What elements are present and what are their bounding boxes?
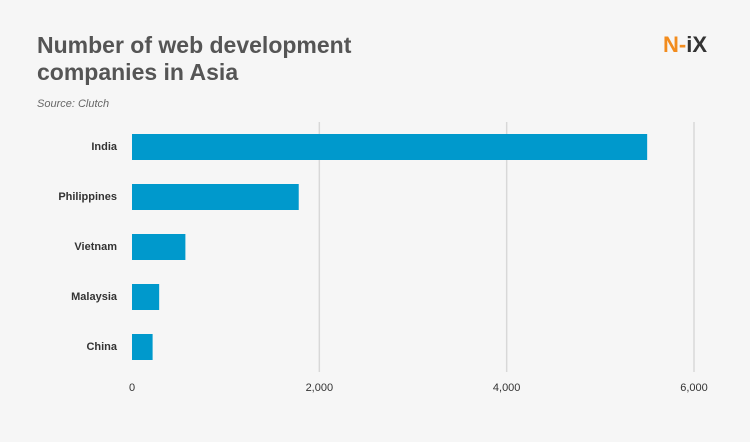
logo: N-iX	[663, 32, 707, 58]
y-tick-label: India	[91, 141, 118, 153]
x-tick-label: 4,000	[493, 382, 521, 394]
y-tick-label: Vietnam	[74, 241, 117, 253]
bar	[132, 134, 648, 160]
bar	[132, 184, 299, 210]
y-tick-label: Philippines	[58, 191, 117, 203]
logo-accent: N-	[663, 32, 687, 57]
source: Source: Clutch	[37, 98, 110, 110]
x-tick-label: 2,000	[306, 382, 334, 394]
y-tick-label: Malaysia	[71, 291, 118, 303]
x-tick-label: 0	[129, 382, 135, 394]
logo-rest: iX	[686, 32, 708, 57]
y-tick-label: China	[86, 341, 117, 353]
chart-title: Number of web development companies in A…	[37, 32, 352, 85]
x-tick-label: 6,000	[680, 382, 708, 394]
bar	[132, 234, 186, 260]
bar	[132, 284, 160, 310]
bar	[132, 334, 153, 360]
